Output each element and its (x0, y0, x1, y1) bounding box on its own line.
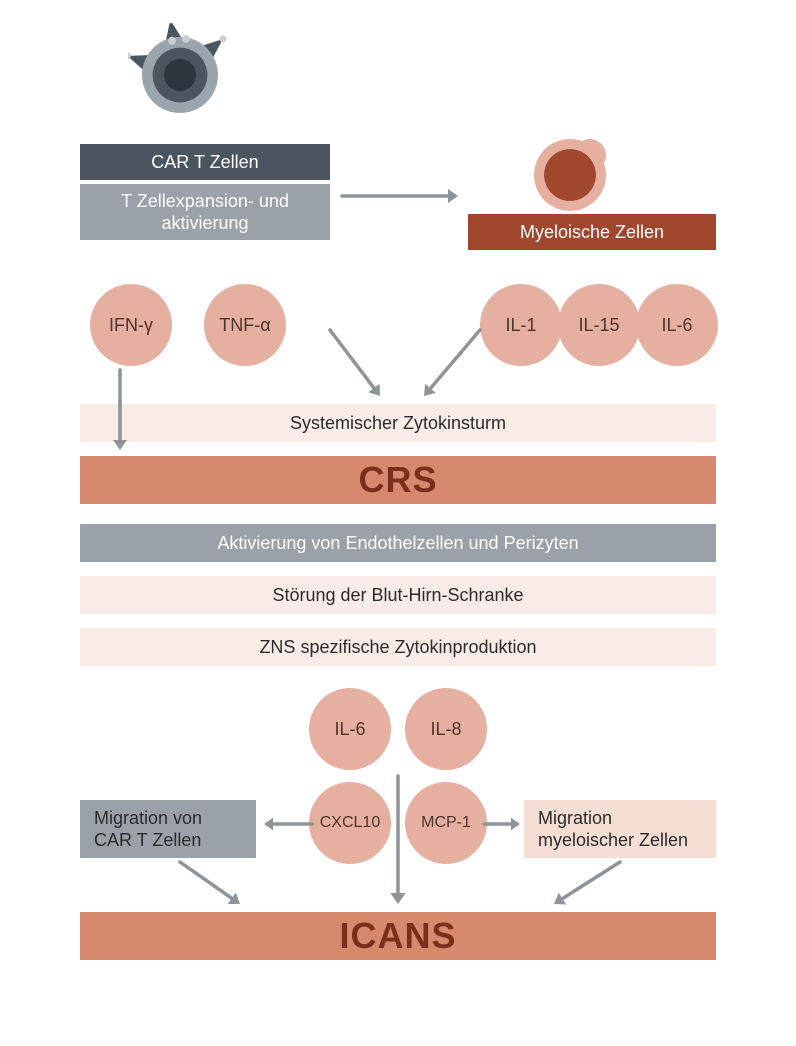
arrow-migR-to-icans (554, 862, 620, 905)
cytokine-circle-left-1: TNF-α (204, 284, 286, 366)
arrow-left-to-storm-1 (330, 330, 380, 396)
myeloid-cell-icon (524, 129, 616, 221)
arrow-cxcl10-to-migL (264, 818, 312, 831)
arrow-migL-to-icans (180, 862, 240, 904)
arrow-center-down (390, 776, 405, 904)
box-migration-myeloid: Migration myeloischer Zellen (524, 800, 716, 858)
bar-cart-cells-label: CAR T Zellen (151, 152, 258, 173)
box-migration-myeloid-label: Migration myeloischer Zellen (538, 807, 702, 852)
arrow-mcp1-to-migR (484, 818, 520, 831)
band-icans-label: ICANS (339, 915, 456, 957)
diagram-stage: CAR T Zellen T Zellexpansion- und aktivi… (80, 0, 716, 1046)
band-icans: ICANS (80, 912, 716, 960)
band-zns-cytokine-label: ZNS spezifische Zytokinproduktion (259, 637, 536, 658)
band-crs-label: CRS (358, 459, 437, 501)
band-endothelial-label: Aktivierung von Endothelzellen und Periz… (217, 533, 578, 554)
box-migration-cart-label: Migration von CAR T Zellen (94, 807, 242, 852)
cytokine-circle-zns-top-1: IL-8 (405, 688, 487, 770)
cytokine-circle-right-0: IL-1 (480, 284, 562, 366)
cytokine-circle-zns-bottom-0: CXCL10 (309, 782, 391, 864)
cytokine-circle-zns-top-0: IL-6 (309, 688, 391, 770)
band-bbb-label: Störung der Blut-Hirn-Schranke (272, 585, 523, 606)
cytokine-circle-right-1: IL-15 (558, 284, 640, 366)
cytokine-circle-left-0: IFN-γ (90, 284, 172, 366)
arrow-right-to-storm (424, 330, 480, 396)
bar-myeloid-cells-label: Myeloische Zellen (520, 222, 664, 243)
band-crs: CRS (80, 456, 716, 504)
bar-cart-cells: CAR T Zellen (80, 144, 330, 180)
band-systemic-storm-label: Systemischer Zytokinsturm (290, 413, 506, 434)
cytokine-circle-right-2: IL-6 (636, 284, 718, 366)
bar-t-expansion-label: T Zellexpansion- und aktivierung (90, 190, 320, 235)
bar-t-expansion: T Zellexpansion- und aktivierung (80, 184, 330, 240)
band-systemic-storm: Systemischer Zytokinsturm (80, 404, 716, 442)
band-zns-cytokine: ZNS spezifische Zytokinproduktion (80, 628, 716, 666)
band-bbb: Störung der Blut-Hirn-Schranke (80, 576, 716, 614)
band-endothelial: Aktivierung von Endothelzellen und Periz… (80, 524, 716, 562)
cart-cell-icon (128, 23, 232, 127)
box-migration-cart: Migration von CAR T Zellen (80, 800, 256, 858)
cytokine-circle-zns-bottom-1: MCP-1 (405, 782, 487, 864)
bar-myeloid-cells: Myeloische Zellen (468, 214, 716, 250)
arrow-cart-to-myeloid (342, 189, 458, 203)
